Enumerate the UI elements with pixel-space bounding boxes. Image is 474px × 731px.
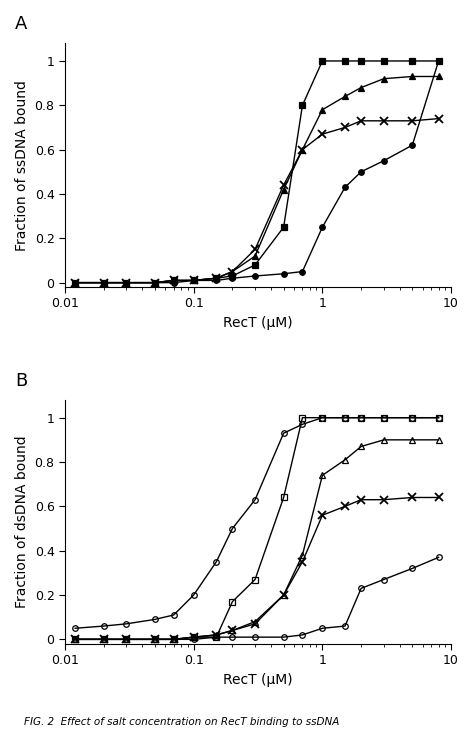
Text: FIG. 2  Effect of salt concentration on RecT binding to ssDNA: FIG. 2 Effect of salt concentration on R…: [24, 717, 339, 727]
X-axis label: RecT (μM): RecT (μM): [223, 316, 293, 330]
Y-axis label: Fraction of ssDNA bound: Fraction of ssDNA bound: [15, 80, 29, 251]
X-axis label: RecT (μM): RecT (μM): [223, 673, 293, 686]
Y-axis label: Fraction of dsDNA bound: Fraction of dsDNA bound: [15, 436, 29, 608]
Text: A: A: [15, 15, 27, 34]
Text: B: B: [15, 372, 27, 390]
